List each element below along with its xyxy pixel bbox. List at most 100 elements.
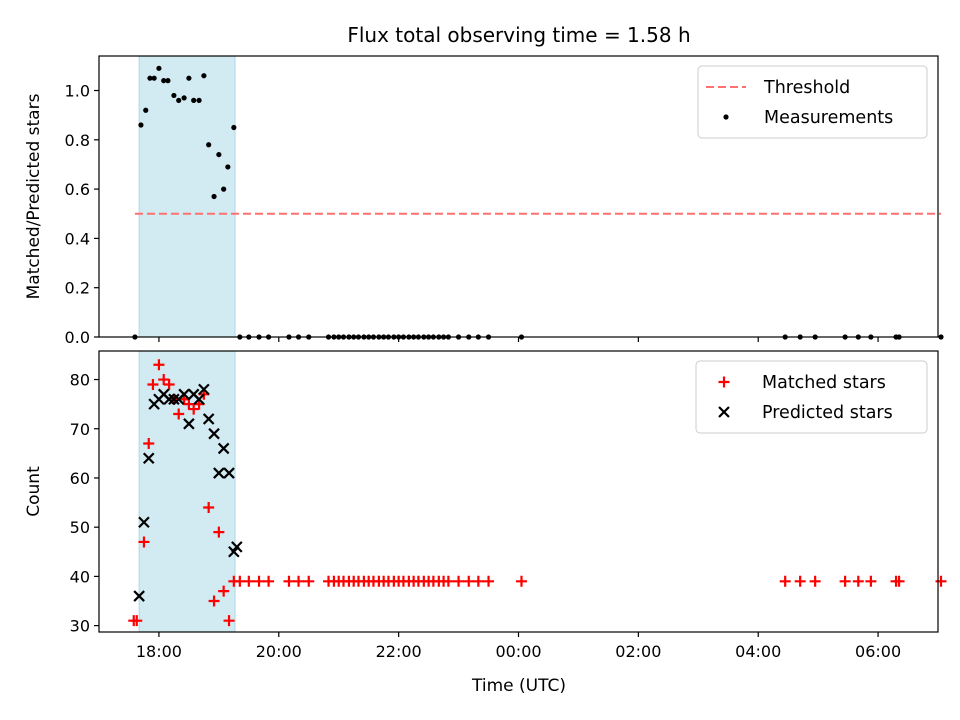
count-series-0-point (779, 575, 791, 587)
ratio-series-0-point (216, 151, 222, 158)
count-series-2-point (231, 541, 243, 553)
x-tick-label: 00:00 (495, 642, 541, 661)
count-series-0-point (131, 615, 143, 627)
count-panel: 30 40 50 60 70 80 18:00 20:00 22:00 00:00 02:00 04:… (24, 350, 947, 661)
y-tick-label: 0.0 (65, 328, 90, 347)
ratio-series-0-point (147, 75, 153, 81)
ratio-series-0-point (186, 75, 192, 81)
y-tick-label: 0.2 (65, 279, 90, 298)
count-series-1-point (213, 467, 225, 479)
ratio-series-0-point (231, 124, 237, 131)
ratio-series-0-point (191, 97, 197, 103)
ratio-series-0-point (181, 95, 187, 101)
count-series-0-point (794, 575, 806, 587)
count-series-0-point (208, 595, 220, 607)
legend-label: Predicted stars (762, 403, 893, 423)
count-series-0-point (188, 403, 200, 415)
y-axis-title: Matched/Predicted stars (24, 93, 44, 299)
count-series-0-point (158, 374, 170, 386)
count-series-0-point (293, 575, 305, 587)
y-tick-label: 70 (70, 420, 90, 439)
ratio-series-0-point (151, 75, 157, 81)
ratio-series-0-point (211, 193, 217, 200)
ratio-series-0-point (156, 65, 162, 71)
count-series-0-point (147, 378, 159, 390)
y-axis-title: Count (24, 466, 44, 517)
count-series-0-point (218, 585, 230, 597)
count-series-1-point (138, 516, 150, 529)
legend: Threshold Measurements (697, 65, 928, 139)
count-series-0-point (163, 378, 175, 390)
legend-label: Measurements (764, 108, 893, 128)
x-axis-title: Time (UTC) (471, 676, 566, 696)
ratio-series-0-point (206, 142, 212, 148)
legend-box (695, 360, 928, 434)
ratio-panel: 0.0 0.2 0.4 0.6 0.8 1.0 Matched/Predicted star… (24, 55, 944, 347)
legend-marker (723, 114, 729, 120)
count-series-0-point (453, 575, 465, 587)
chart-title: Flux total observing time = 1.58 h (347, 23, 690, 47)
count-series-0-point (463, 575, 475, 587)
y-tick-label: 80 (70, 371, 90, 390)
count-series-1-point (223, 467, 235, 479)
y-tick-label: 0.4 (65, 229, 90, 248)
count-series-0-point (173, 408, 185, 420)
x-tick-label: 06:00 (855, 642, 901, 661)
count-series-0-point (852, 575, 864, 587)
ratio-series-0-point (143, 107, 149, 113)
y-tick-label: 40 (70, 567, 90, 586)
y-tick-label: 0.6 (65, 180, 90, 199)
observing-interval-band (138, 55, 236, 338)
count-series-1-point (202, 413, 215, 425)
ratio-series-0-point (196, 97, 202, 103)
count-series-0-point (483, 575, 495, 587)
x-tick-label: 22:00 (376, 642, 422, 661)
count-series-0-point (839, 575, 851, 587)
count-series-0-point (442, 575, 454, 587)
legend: Matched stars Predicted stars (695, 360, 928, 434)
count-series-1-point (183, 418, 195, 430)
count-series-0-point (865, 575, 877, 587)
ratio-series-0-point (161, 78, 167, 84)
ratio-series-1-point (938, 334, 944, 340)
x-tick-label: 20:00 (256, 642, 302, 661)
count-series-1-point (178, 388, 190, 401)
count-series-1-point (208, 427, 220, 440)
x-tick-label: 04:00 (735, 642, 781, 661)
y-tick-label: 30 (70, 617, 90, 636)
count-series-0-point (243, 575, 255, 587)
ratio-series-0-point (201, 73, 207, 79)
count-series-0-point (283, 575, 295, 587)
ratio-series-0-point (176, 97, 182, 103)
observing-interval-band (138, 350, 236, 633)
count-series-0-point (515, 575, 527, 587)
legend-box (697, 65, 928, 139)
count-series-0-point (183, 398, 195, 410)
y-tick-label: 50 (70, 518, 90, 537)
x-tick-label: 18:00 (136, 642, 182, 661)
count-series-1-point (217, 442, 230, 455)
count-series-0-point (809, 575, 821, 587)
ratio-series-0-point (221, 186, 227, 192)
y-tick-label: 0.8 (65, 131, 90, 150)
count-series-1-point (198, 383, 210, 396)
ratio-series-0-point (138, 122, 144, 128)
count-series-0-point (935, 575, 947, 587)
y-tick-label: 1.0 (65, 82, 90, 101)
count-series-0-point (213, 526, 225, 538)
count-series-0-point (138, 536, 150, 548)
count-series-0-point (203, 501, 215, 513)
count-series-0-point (893, 575, 905, 587)
count-series-0-point (303, 575, 315, 587)
legend-marker (718, 376, 730, 388)
count-series-0-point (263, 575, 275, 587)
legend-marker (718, 406, 730, 418)
x-tick-label: 02:00 (615, 642, 661, 661)
count-series-1-point (142, 452, 155, 465)
ratio-series-0-point (165, 78, 171, 84)
count-series-1-point (163, 393, 175, 406)
legend-label: Threshold (763, 78, 850, 98)
count-series-0-point (223, 615, 235, 627)
count-series-1-point (193, 393, 205, 406)
